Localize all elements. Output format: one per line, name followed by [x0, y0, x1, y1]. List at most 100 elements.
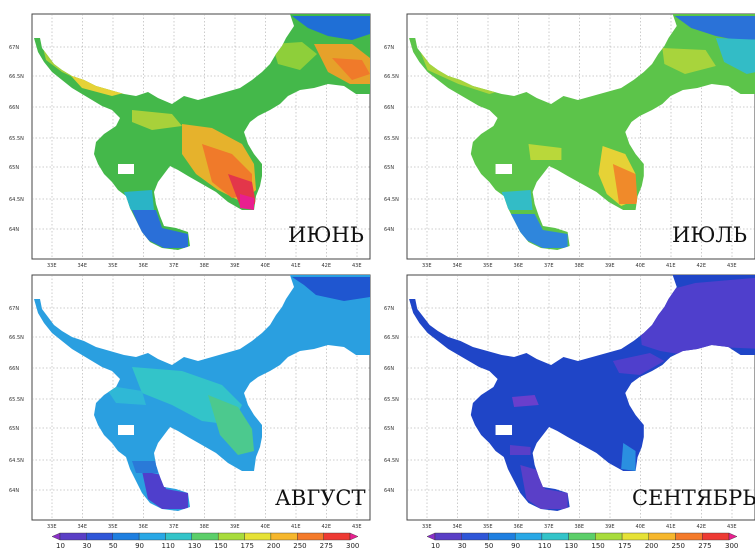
colorbar-tick-label: 300	[346, 542, 359, 550]
lon-tick-label: 40E	[636, 524, 646, 530]
colorbar-segment	[461, 532, 489, 541]
colorbar-tick-label: 250	[672, 542, 685, 550]
lon-tick-label: 38E	[575, 524, 585, 530]
colorbar-segment	[675, 532, 703, 541]
lon-tick-label: 43E	[727, 263, 737, 269]
lon-tick-label: 36E	[139, 524, 149, 530]
lon-tick-label: 33E	[422, 263, 432, 269]
value-patch	[208, 395, 254, 455]
lat-tick-label: 64N	[384, 227, 394, 233]
lon-tick-label: 35E	[108, 263, 118, 269]
colorbar-segment	[51, 532, 61, 541]
island	[495, 164, 513, 174]
colorbar-segment	[323, 532, 351, 541]
colorbar-tick-label: 130	[565, 542, 578, 550]
island	[118, 164, 134, 174]
lat-tick-label: 64.5N	[384, 458, 399, 464]
lon-tick-label: 33E	[47, 263, 57, 269]
lat-tick-label: 65.5N	[384, 136, 399, 142]
lat-tick-label: 65.5N	[9, 397, 24, 403]
value-patch	[662, 48, 716, 74]
colorbar-segment	[349, 532, 359, 541]
lon-tick-label: 43E	[727, 524, 737, 530]
colorbar-tick-label: 110	[161, 542, 174, 550]
lat-tick-label: 66N	[9, 366, 19, 372]
lon-tick-label: 40E	[636, 263, 646, 269]
value-patch	[621, 443, 636, 471]
lon-tick-label: 39E	[230, 263, 240, 269]
lon-tick-label: 35E	[483, 524, 493, 530]
colorbar-tick-label: 50	[109, 542, 118, 550]
value-patch	[528, 144, 562, 160]
lon-tick-label: 39E	[605, 524, 615, 530]
lat-tick-label: 65N	[9, 426, 19, 432]
lon-tick-label: 41E	[291, 524, 301, 530]
lat-tick-label: 65.5N	[9, 136, 24, 142]
lon-tick-label: 36E	[514, 263, 524, 269]
lon-tick-label: 37E	[544, 263, 554, 269]
colorbar-tick-label: 10	[56, 542, 65, 550]
colorbar-segment	[191, 532, 219, 541]
lon-tick-label: 42E	[697, 524, 707, 530]
lat-tick-label: 64N	[9, 488, 19, 494]
month-label: ИЮНЬ	[288, 223, 364, 247]
value-patch	[501, 190, 533, 210]
map-panel-june: 67N 66.5N 66N 65.5N 65N 64.5N 64N 33E 34E 35E 36E…	[9, 13, 371, 269]
lon-tick-label: 34E	[453, 524, 463, 530]
value-patch	[509, 214, 568, 248]
lon-tick-label: 34E	[453, 263, 463, 269]
value-patch	[612, 353, 665, 375]
lat-tick-label: 64N	[384, 488, 394, 494]
lon-tick-label: 40E	[261, 263, 271, 269]
month-label: ИЮЛЬ	[672, 223, 747, 247]
lon-tick-label: 35E	[108, 524, 118, 530]
lon-tick-label: 42E	[697, 263, 707, 269]
lon-tick-label: 41E	[291, 263, 301, 269]
lon-tick-label: 41E	[666, 263, 676, 269]
lat-tick-label: 66.5N	[384, 335, 399, 341]
colorbar-tick-label: 90	[135, 542, 144, 550]
value-patch	[674, 16, 755, 42]
lat-tick-label: 65N	[384, 165, 394, 171]
colorbar-tick-label: 200	[645, 542, 658, 550]
lon-tick-label: 39E	[605, 263, 615, 269]
colorbar-segment	[621, 532, 650, 541]
colorbar-tick-label: 275	[698, 542, 711, 550]
colorbar-segment	[541, 532, 569, 541]
lon-tick-label: 41E	[666, 524, 676, 530]
island	[118, 425, 134, 435]
lat-tick-label: 67N	[9, 45, 19, 51]
lon-tick-label: 43E	[352, 524, 362, 530]
colorbar-segment	[165, 532, 193, 541]
value-patch	[509, 445, 531, 455]
value-patch	[639, 277, 755, 355]
lat-tick-label: 66N	[384, 366, 394, 372]
colorbar-segment	[514, 532, 543, 541]
colorbar-segment	[244, 532, 272, 541]
lat-ticks: 67N 66.5N 66N 65.5N 65N 64.5N 64N	[9, 306, 24, 494]
lon-tick-label: 39E	[230, 524, 240, 530]
colorbar-segment	[728, 532, 738, 541]
lon-tick-label: 37E	[169, 263, 179, 269]
colorbar-segment	[112, 532, 140, 541]
lat-tick-label: 67N	[384, 306, 394, 312]
colorbar-tick-label: 275	[320, 542, 333, 550]
lat-tick-label: 65.5N	[384, 397, 399, 403]
lon-tick-label: 43E	[352, 263, 362, 269]
lat-tick-label: 65N	[384, 426, 394, 432]
colorbar-right: 10 30 50 90 110 130 150 175 200 250 275 300	[426, 532, 738, 550]
map-panel-august: 67N 66.5N 66N 65.5N 65N 64.5N 64N 33E 34E 35E 36E…	[9, 274, 371, 530]
value-patch	[715, 38, 755, 74]
lon-tick-label: 40E	[261, 524, 271, 530]
lon-ticks: 33E 34E 35E 36E 37E 38E 39E 40E 41E 42E 43E	[47, 263, 362, 269]
value-patch	[132, 461, 158, 473]
colorbar-segment	[86, 532, 113, 541]
month-label: СЕНТЯБРЬ	[632, 486, 755, 510]
colorbar-tick-label: 90	[511, 542, 520, 550]
colorbar-segment	[488, 532, 516, 541]
colorbar-tick-label: 250	[293, 542, 306, 550]
lon-tick-label: 36E	[139, 263, 149, 269]
lat-tick-label: 66.5N	[384, 74, 399, 80]
lat-tick-label: 67N	[384, 45, 394, 51]
